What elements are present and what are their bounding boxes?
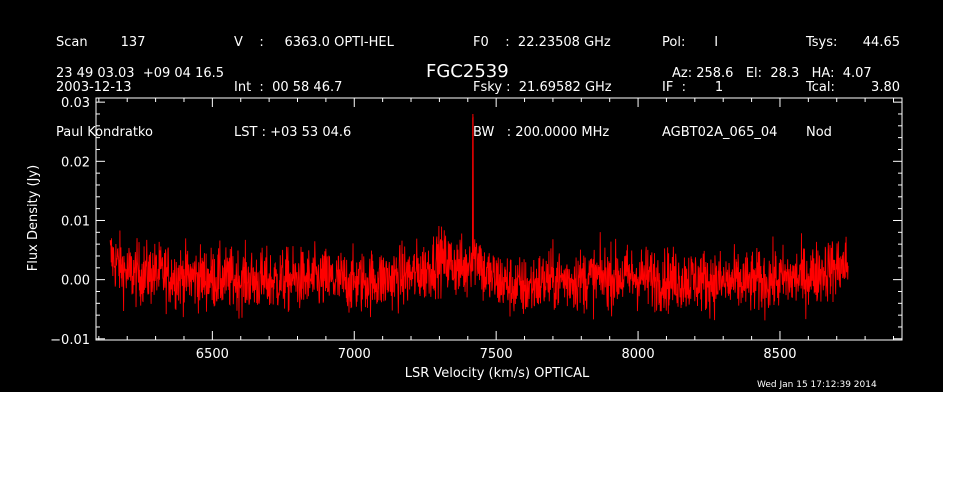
spectrum-chart: 6500 7000 7500 8000 8500 −0.01 0.00 0.01 0.02 0.… [26,96,903,381]
header-column-polarization: Pol: I IF : 1 AGBT02A_065_04 [662,5,777,170]
x-axis-label: LSR Velocity (km/s) OPTICAL [405,366,590,381]
y-tick-label: 0.02 [61,155,90,170]
velocity-readout: V : 6363.0 OPTI-HEL [234,35,394,50]
y-axis-label: Flux Density (Jy) [26,165,41,271]
header-column-frequency: F0 : 22.23508 GHz Fsky : 21.69582 GHz BW… [473,5,612,170]
header-column-system: Tsys: Tcal: Nod [806,5,837,170]
observation-date: 2003-12-13 [56,80,132,95]
scan-number: Scan 137 [56,35,146,50]
bandwidth: BW : 200.0000 MHz [473,125,610,140]
sky-frequency: Fsky : 21.69582 GHz [473,80,612,95]
y-tick-label: −0.01 [50,333,90,348]
tsys-label: Tsys: [806,35,838,50]
polarization: Pol: I [662,35,719,50]
plot-frame [95,97,903,341]
plot-timestamp: Wed Jan 15 17:12:39 2014 [757,380,877,390]
x-tick-label: 8000 [622,347,655,362]
spectrum-trace [109,116,849,321]
lst-readout: LST : +03 53 04.6 [234,125,352,140]
switching-mode: Nod [806,125,832,140]
tcal-value: 3.80 [871,80,900,95]
header-column-system-values: 44.65 3.80 [840,5,900,125]
if-number: IF : 1 [662,80,724,95]
project-id: AGBT02A_065_04 [662,125,778,140]
y-tick-label: 0.01 [61,214,90,229]
integration-time: Int : 00 58 46.7 [234,80,343,95]
y-tick-label: 0.00 [61,274,90,289]
tsys-value: 44.65 [862,35,900,50]
y-tick-label: 0.03 [61,96,90,111]
spectrum-trace-layer [109,113,849,321]
header-column-scan-info: Scan 137 2003-12-13 Paul Kondratko [56,5,153,170]
x-axis-ticks: 6500 7000 7500 8000 8500 [98,98,894,362]
spectrum-plot-panel: Scan 137 2003-12-13 Paul Kondratko V : 6… [0,0,943,392]
header-column-velocity: V : 6363.0 OPTI-HEL Int : 00 58 46.7 LST… [234,5,394,170]
x-tick-label: 7000 [338,347,371,362]
rest-frequency: F0 : 22.23508 GHz [473,35,611,50]
tcal-label: Tcal: [806,80,835,95]
x-tick-label: 7500 [480,347,513,362]
source-name: FGC2539 [426,61,509,82]
observer-name: Paul Kondratko [56,125,153,140]
x-tick-label: 6500 [196,347,229,362]
x-tick-label: 8500 [763,347,796,362]
source-coordinates: 23 49 03.03 +09 04 16.5 [56,66,225,81]
pointing-readout: Az: 258.6 El: 28.3 HA: 4.07 [672,66,872,81]
axes-frame [95,97,903,341]
y-axis-ticks: −0.01 0.00 0.01 0.02 0.03 [50,96,902,348]
